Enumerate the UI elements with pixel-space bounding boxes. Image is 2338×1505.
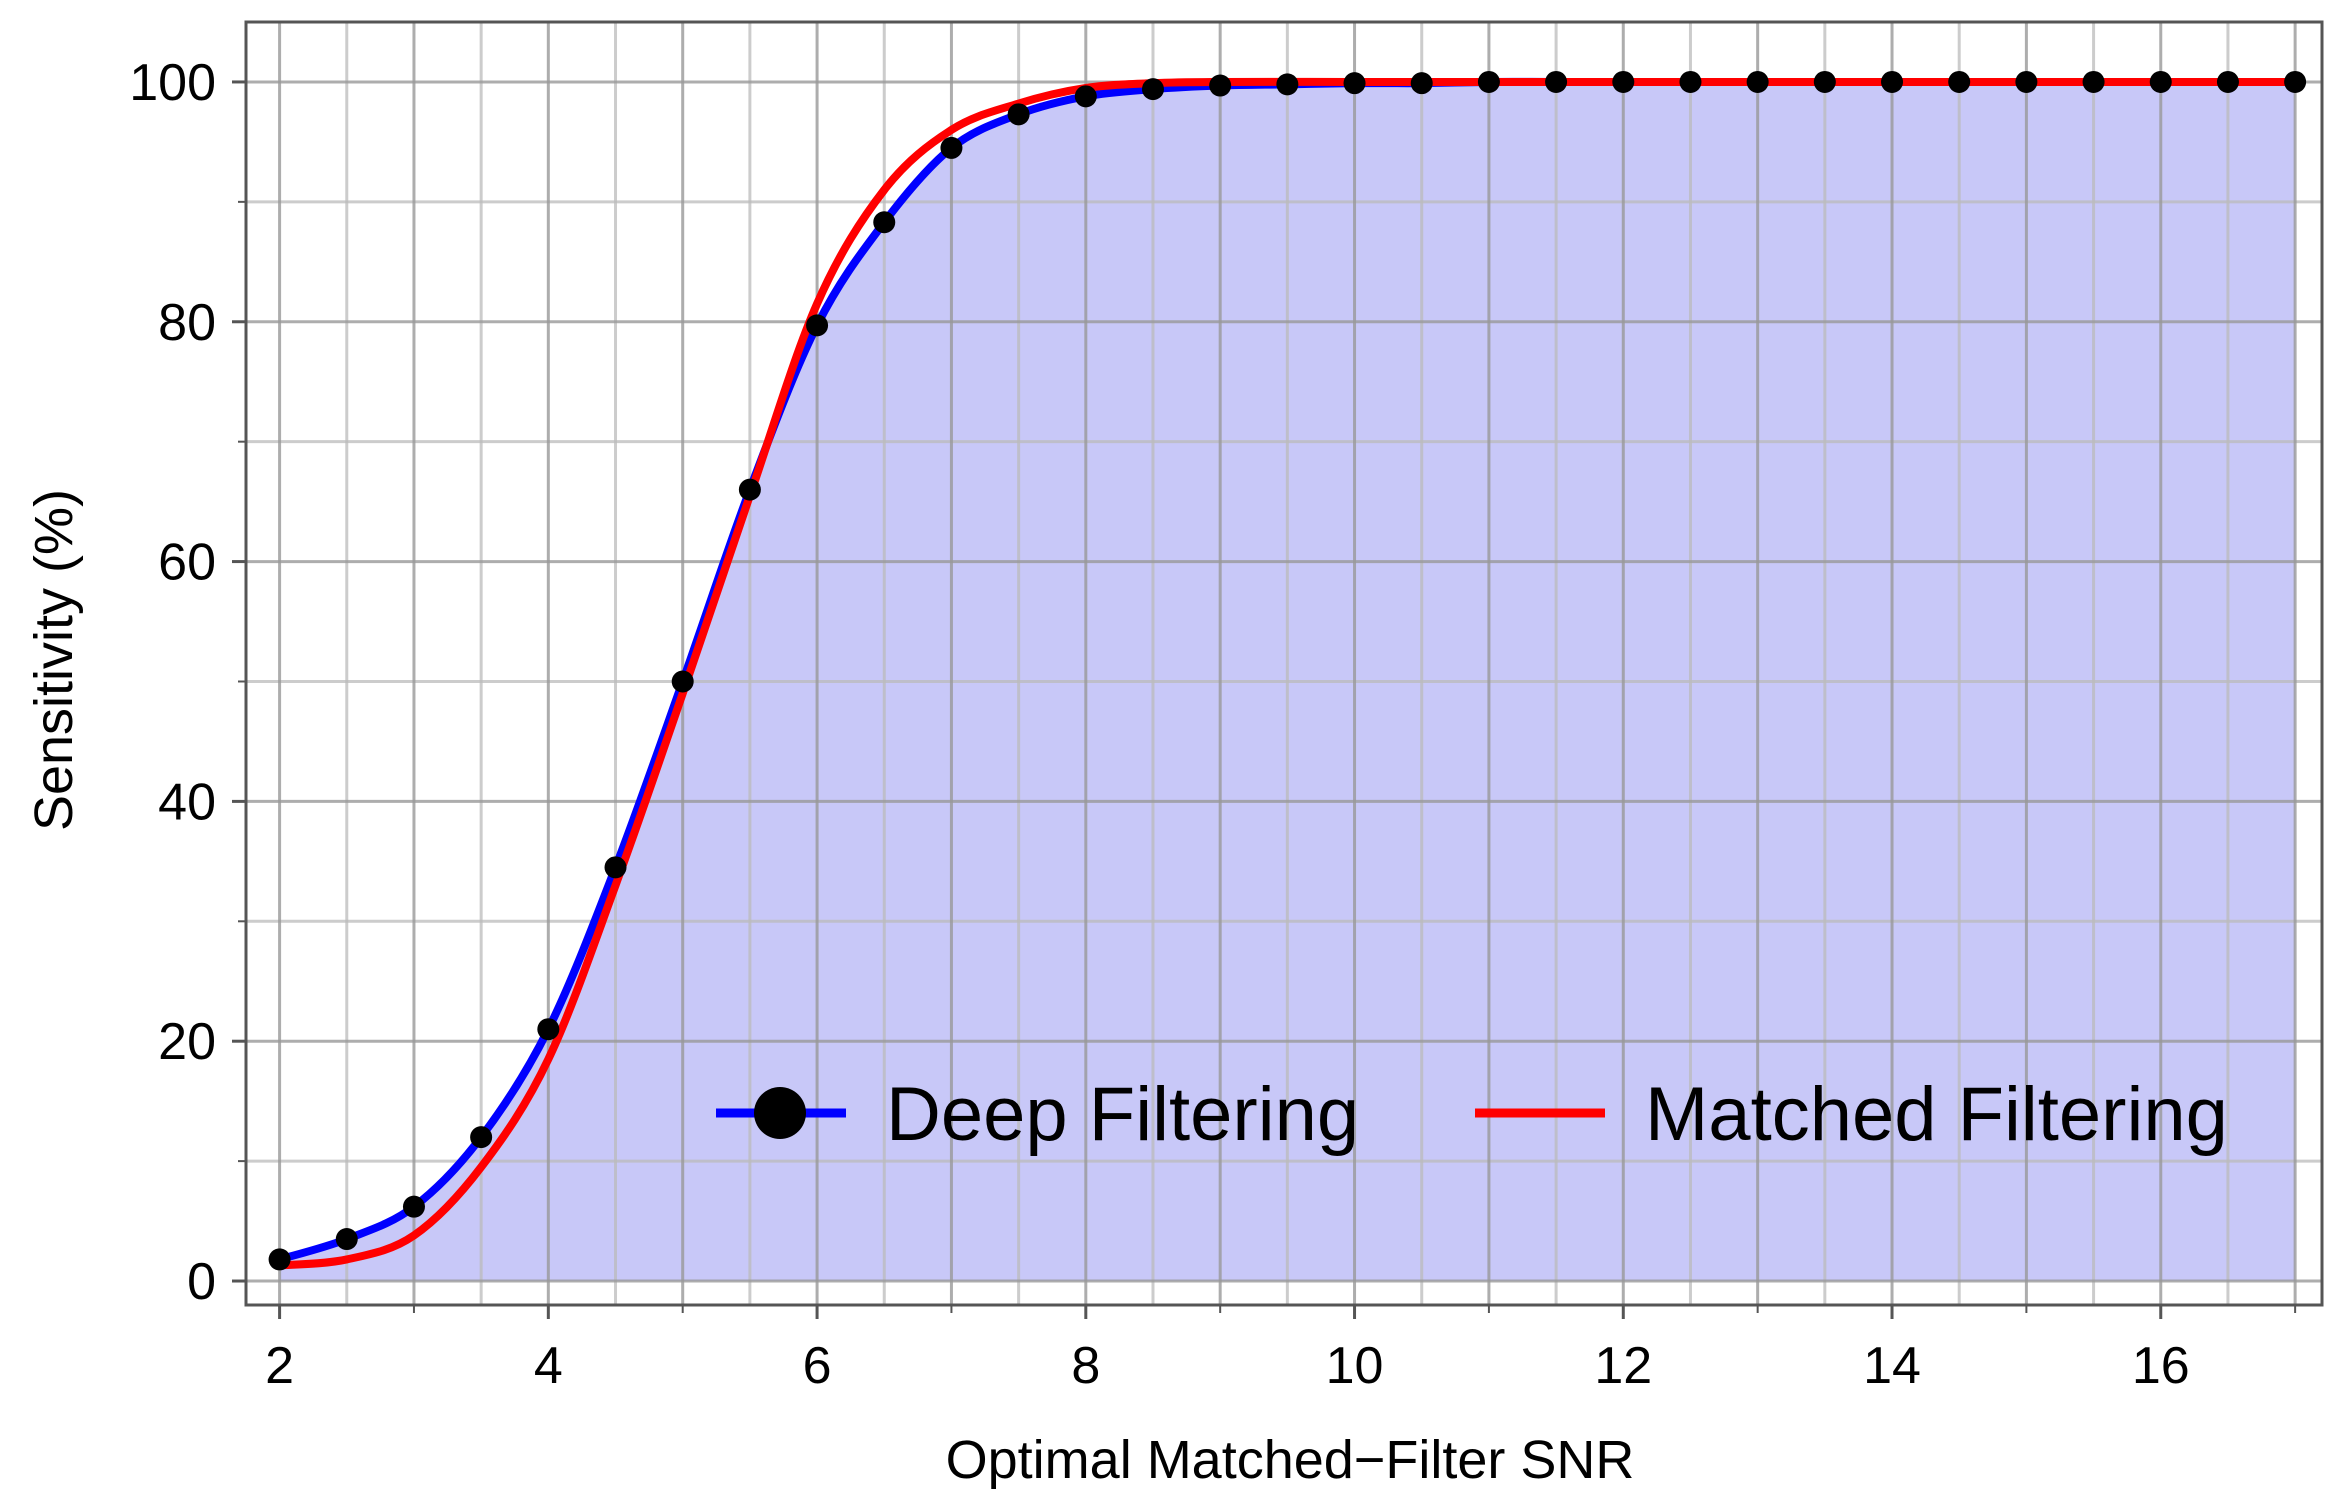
- deep-filtering-point: [1410, 72, 1433, 95]
- deep-filtering-point: [1477, 70, 1500, 93]
- x-tick-label: 12: [1594, 1337, 1652, 1395]
- deep-filtering-point: [1007, 103, 1030, 126]
- y-tick-label: 80: [158, 294, 216, 352]
- deep-filtering-point: [1746, 70, 1769, 93]
- y-axis-ticks: 0 20 40 60 80 100: [129, 54, 246, 1311]
- x-tick-label: 6: [803, 1337, 832, 1395]
- deep-filtering-point: [2015, 70, 2038, 93]
- deep-filtering-point: [1881, 70, 1904, 93]
- deep-filtering-point: [2216, 70, 2239, 93]
- deep-filtering-point: [1074, 85, 1097, 108]
- deep-filtering-point: [470, 1126, 493, 1149]
- deep-filtering-point: [671, 670, 694, 693]
- x-tick-label: 2: [265, 1337, 294, 1395]
- deep-filtering-point: [402, 1195, 425, 1218]
- grid-major: [246, 22, 2322, 1305]
- deep-filtering-point: [2082, 70, 2105, 93]
- deep-filtering-point: [1276, 73, 1299, 96]
- x-tick-label: 10: [1326, 1337, 1384, 1395]
- deep-filtering-point: [1612, 70, 1635, 93]
- deep-filtering-point: [1343, 72, 1366, 95]
- legend-deep-filtering-marker: [754, 1087, 806, 1139]
- y-tick-label: 100: [129, 54, 216, 112]
- legend: Deep Filtering Matched Filtering: [716, 1072, 2228, 1157]
- deep-filtering-point: [738, 478, 761, 501]
- x-tick-label: 4: [534, 1337, 563, 1395]
- y-tick-label: 60: [158, 534, 216, 592]
- x-tick-label: 14: [1863, 1337, 1921, 1395]
- x-tick-label: 8: [1071, 1337, 1100, 1395]
- deep-filtering-point: [335, 1228, 358, 1251]
- deep-filtering-point: [940, 136, 963, 159]
- deep-filtering-point: [806, 314, 829, 337]
- deep-filtering-point: [873, 211, 896, 234]
- y-tick-label: 20: [158, 1013, 216, 1071]
- deep-filtering-point: [1545, 70, 1568, 93]
- y-tick-label: 0: [187, 1253, 216, 1311]
- deep-filtering-point: [604, 856, 627, 879]
- x-axis-title: Optimal Matched−Filter SNR: [946, 1430, 1635, 1490]
- deep-filtering-point: [268, 1248, 291, 1271]
- y-tick-label: 40: [158, 773, 216, 831]
- x-tick-label: 16: [2132, 1337, 2190, 1395]
- plot-frame: [244, 20, 2324, 1307]
- series-points: [268, 70, 2307, 1271]
- deep-filtering-point: [2149, 70, 2172, 93]
- legend-matched-filtering-label: Matched Filtering: [1645, 1072, 2228, 1157]
- deep-filtering-point: [1141, 78, 1164, 101]
- deep-filtering-point: [537, 1018, 560, 1041]
- deep-filtering-point: [1209, 74, 1232, 97]
- legend-deep-filtering-label: Deep Filtering: [886, 1072, 1359, 1157]
- deep-filtering-point: [1813, 70, 1836, 93]
- y-axis-title: Sensitivity (%): [24, 489, 84, 831]
- deep-filtering-point: [1948, 70, 1971, 93]
- grid-minor: [246, 22, 2322, 1305]
- deep-filtering-point: [1679, 70, 1702, 93]
- deep-filtering-point: [2284, 70, 2307, 93]
- x-axis-ticks: 2 4 6 8 10 12 14 16: [265, 1305, 2297, 1395]
